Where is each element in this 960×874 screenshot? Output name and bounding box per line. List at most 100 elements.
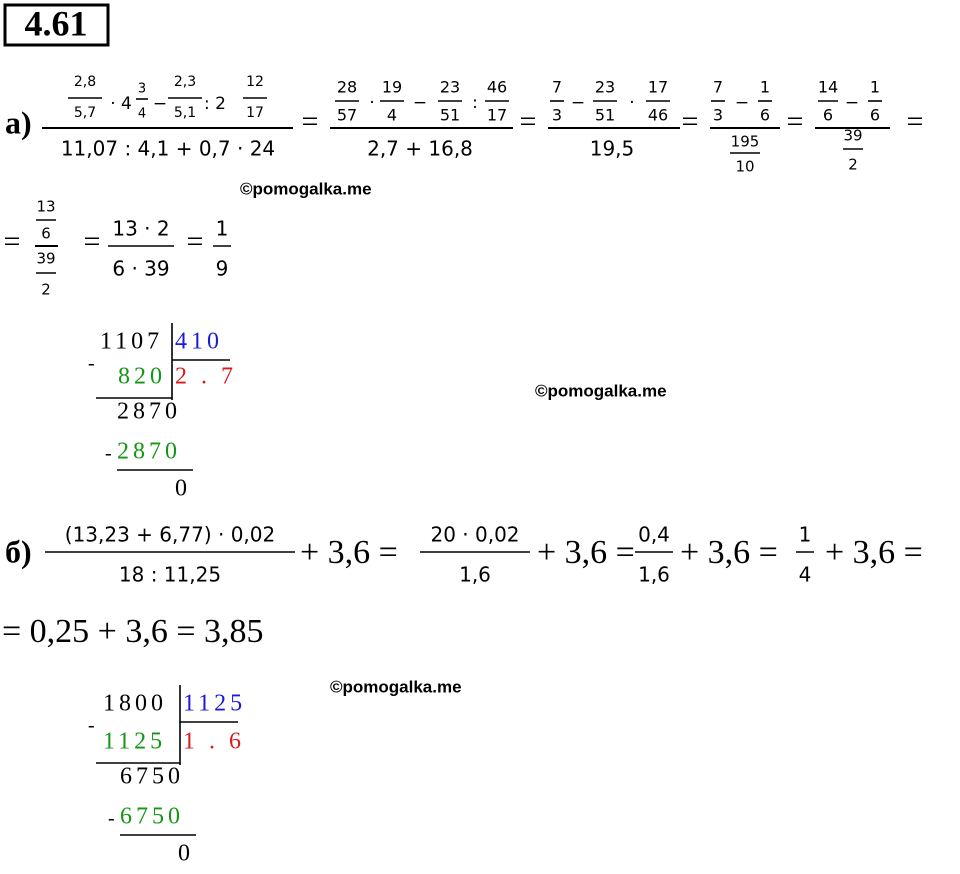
- numerator: 39: [843, 127, 862, 145]
- minus-sign: -: [88, 353, 99, 375]
- math-text: 2,7 + 16,8: [367, 137, 473, 161]
- remainder: 0: [175, 476, 191, 502]
- remainder: 6750: [120, 764, 184, 790]
- subtrahend: 2870: [117, 439, 181, 465]
- math-text: −: [735, 93, 749, 113]
- math-text: =: [787, 105, 804, 138]
- denominator: 6 · 39: [112, 257, 169, 281]
- watermark: ©pomogalka.me: [240, 179, 372, 198]
- subtrahend: 6750: [120, 804, 184, 830]
- math-text: 19,5: [590, 137, 635, 161]
- denominator: 2: [41, 281, 51, 299]
- quotient: 1 . 6: [183, 729, 245, 755]
- denominator: 4: [799, 563, 812, 587]
- numerator: 13: [36, 198, 55, 216]
- math-text: 11,07 : 4,1 + 0,7 · 24: [61, 137, 275, 161]
- watermark: ©pomogalka.me: [535, 381, 667, 400]
- numerator: 13 · 2: [112, 217, 169, 241]
- numerator: 3: [138, 82, 146, 97]
- numerator: 20 · 0,02: [430, 523, 519, 547]
- math-text: + 3,6 =: [300, 534, 398, 571]
- numerator: 7: [552, 78, 562, 97]
- denominator: 6: [760, 106, 770, 125]
- numerator: 0,4: [638, 523, 670, 547]
- dividend: 1107: [100, 329, 163, 355]
- math-text: −: [413, 93, 427, 113]
- math-text: =: [84, 225, 101, 258]
- math-text: =: [4, 225, 21, 258]
- part-label: б): [5, 533, 32, 569]
- remainder: 0: [178, 841, 194, 867]
- math-text: =: [907, 105, 924, 138]
- math-text: :: [472, 93, 478, 113]
- denominator: 1,6: [638, 563, 670, 587]
- denominator: 46: [648, 106, 668, 125]
- math-text: =: [302, 105, 319, 138]
- denominator: 4: [387, 106, 397, 125]
- title-box: [3, 3, 110, 47]
- numerator: 1: [760, 78, 770, 97]
- math-text: −: [845, 93, 859, 113]
- denominator: 6: [41, 225, 51, 243]
- subtrahend: 1125: [103, 729, 166, 755]
- denominator: 2: [848, 156, 858, 174]
- math-text: =: [682, 105, 699, 138]
- numerator: 39: [36, 250, 55, 268]
- math-text: =: [520, 105, 537, 138]
- minus-sign: -: [105, 443, 116, 465]
- numerator: 19: [382, 78, 402, 97]
- numerator: (13,23 + 6,77) · 0,02: [65, 523, 275, 547]
- denominator: 3: [713, 106, 723, 125]
- denominator: 6: [870, 106, 880, 125]
- numerator: 17: [648, 78, 668, 97]
- denominator: 9: [216, 257, 229, 281]
- divisor: 1125: [183, 691, 246, 717]
- numerator: 23: [595, 78, 615, 97]
- denominator: 1,6: [459, 563, 491, 587]
- numerator: 1: [870, 78, 880, 97]
- denominator: 57: [337, 106, 357, 125]
- numerator: 2,3: [174, 74, 196, 90]
- problem-number: 4.61: [25, 3, 88, 43]
- part-label: а): [5, 104, 32, 140]
- denominator: 4: [138, 107, 146, 122]
- denominator: 17: [487, 106, 507, 125]
- denominator: 51: [440, 106, 460, 125]
- quotient: 2 . 7: [175, 364, 237, 390]
- divisor: 410: [175, 329, 223, 355]
- denominator: 5,7: [74, 105, 96, 121]
- denominator: 6: [823, 106, 833, 125]
- numerator: 28: [337, 78, 357, 97]
- numerator: 14: [818, 78, 838, 97]
- math-text: −: [571, 93, 585, 113]
- numerator: 46: [487, 78, 507, 97]
- math-text: ·: [369, 93, 374, 113]
- numerator: 23: [440, 78, 460, 97]
- minus-sign: -: [108, 808, 119, 830]
- numerator: 1: [799, 523, 812, 547]
- numerator: 195: [731, 133, 760, 151]
- subtrahend: 820: [118, 364, 166, 390]
- math-text: + 3,6 =: [537, 534, 635, 571]
- denominator: 17: [246, 105, 264, 121]
- math-text: −: [153, 94, 167, 114]
- math-text: + 3,6 =: [825, 534, 923, 571]
- numerator: 2,8: [74, 74, 96, 90]
- watermark: ©pomogalka.me: [330, 677, 462, 696]
- math-text: + 3,6 =: [680, 534, 778, 571]
- math-text: · 4: [110, 94, 132, 114]
- denominator: 10: [735, 158, 754, 176]
- denominator: 18 : 11,25: [119, 563, 221, 587]
- math-text: =: [187, 225, 204, 258]
- denominator: 3: [552, 106, 562, 125]
- numerator: 1: [216, 217, 229, 241]
- numerator: 7: [713, 78, 723, 97]
- denominator: 51: [595, 106, 615, 125]
- remainder: 2870: [117, 399, 181, 425]
- denominator: 5,1: [174, 105, 196, 121]
- dividend: 1800: [103, 691, 167, 717]
- math-text: : 2: [204, 94, 226, 114]
- math-text: ·: [629, 93, 634, 113]
- result-line: = 0,25 + 3,6 = 3,85: [2, 613, 264, 650]
